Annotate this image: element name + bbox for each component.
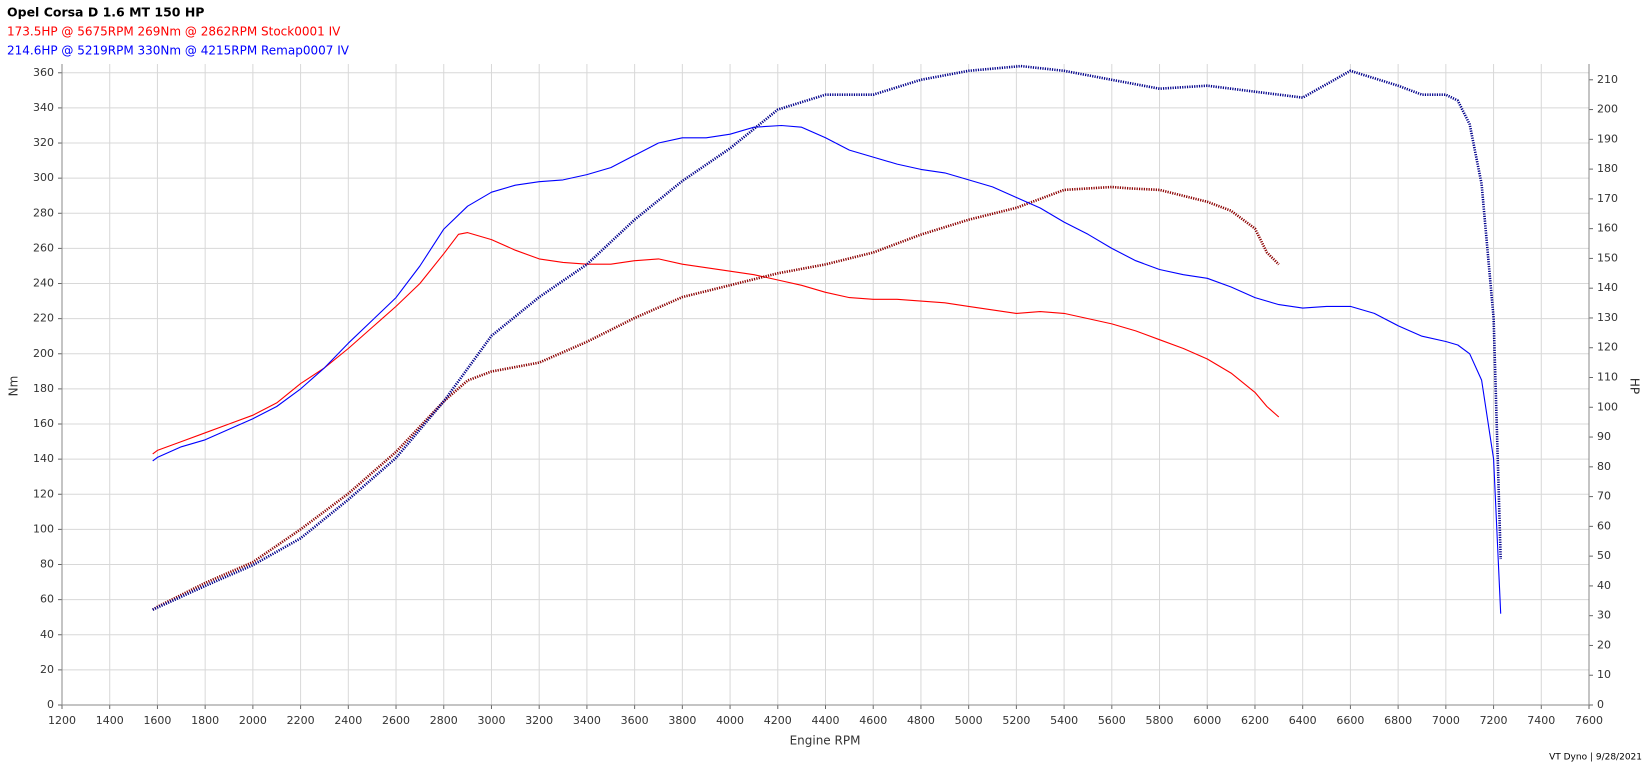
y-tick-label: 180 — [33, 382, 54, 395]
y-tick-label: 20 — [40, 663, 54, 676]
y-tick-label: 140 — [33, 452, 54, 465]
y-tick-label: 260 — [33, 241, 54, 254]
x-tick-label: 3200 — [525, 714, 553, 727]
x-tick-label: 5200 — [1002, 714, 1030, 727]
series-line — [152, 124, 1502, 614]
y2-tick-label: 20 — [1597, 638, 1611, 651]
y2-tick-label: 200 — [1597, 103, 1618, 116]
y-tick-label: 240 — [33, 277, 54, 290]
y2-tick-label: 90 — [1597, 430, 1611, 443]
y2-axis-label: HP — [1628, 378, 1642, 394]
x-tick-label: 6200 — [1241, 714, 1269, 727]
y-tick-label: 320 — [33, 136, 54, 149]
x-tick-label: 6400 — [1289, 714, 1317, 727]
y-tick-label: 280 — [33, 206, 54, 219]
x-tick-label: 6000 — [1193, 714, 1221, 727]
x-tick-label: 3800 — [668, 714, 696, 727]
y2-tick-label: 50 — [1597, 549, 1611, 562]
y2-tick-label: 60 — [1597, 519, 1611, 532]
y2-tick-label: 10 — [1597, 668, 1611, 681]
x-tick-label: 5400 — [1050, 714, 1078, 727]
y2-tick-label: 80 — [1597, 460, 1611, 473]
x-tick-label: 2600 — [382, 714, 410, 727]
y-tick-label: 80 — [40, 558, 54, 571]
subtitle-line: 173.5HP @ 5675RPM 269Nm @ 2862RPM Stock0… — [7, 25, 341, 39]
y2-tick-label: 70 — [1597, 490, 1611, 503]
y-tick-label: 60 — [40, 593, 54, 606]
x-tick-label: 7400 — [1527, 714, 1555, 727]
y-tick-label: 160 — [33, 417, 54, 430]
x-tick-label: 7000 — [1432, 714, 1460, 727]
y-tick-label: 0 — [47, 698, 54, 711]
y-tick-label: 340 — [33, 101, 54, 114]
y2-tick-label: 140 — [1597, 281, 1618, 294]
x-tick-label: 5800 — [1146, 714, 1174, 727]
y2-tick-label: 120 — [1597, 341, 1618, 354]
y2-tick-label: 100 — [1597, 400, 1618, 413]
x-tick-label: 1800 — [191, 714, 219, 727]
x-tick-label: 3400 — [573, 714, 601, 727]
y-tick-label: 120 — [33, 487, 54, 500]
y2-tick-label: 170 — [1597, 192, 1618, 205]
series-line — [152, 232, 1280, 455]
y-tick-label: 360 — [33, 66, 54, 79]
y-tick-label: 100 — [33, 522, 54, 535]
x-tick-label: 3600 — [621, 714, 649, 727]
y2-tick-label: 130 — [1597, 311, 1618, 324]
y2-tick-label: 210 — [1597, 73, 1618, 86]
x-tick-label: 7200 — [1480, 714, 1508, 727]
y2-tick-label: 180 — [1597, 162, 1618, 175]
x-tick-label: 3000 — [477, 714, 505, 727]
series-line — [152, 64, 1502, 611]
x-tick-label: 4600 — [859, 714, 887, 727]
x-tick-label: 5000 — [955, 714, 983, 727]
x-tick-label: 4400 — [812, 714, 840, 727]
y2-tick-label: 30 — [1597, 609, 1611, 622]
y-tick-label: 220 — [33, 312, 54, 325]
x-tick-label: 5600 — [1098, 714, 1126, 727]
x-tick-label: 1200 — [48, 714, 76, 727]
footer: VT Dyno | 9/28/2021 — [1549, 753, 1642, 763]
x-tick-label: 4800 — [907, 714, 935, 727]
y-tick-label: 40 — [40, 628, 54, 641]
subtitle-line: 214.6HP @ 5219RPM 330Nm @ 4215RPM Remap0… — [7, 44, 350, 58]
x-tick-label: 4000 — [716, 714, 744, 727]
y2-tick-label: 190 — [1597, 132, 1618, 145]
y2-tick-label: 40 — [1597, 579, 1611, 592]
y2-tick-label: 150 — [1597, 251, 1618, 264]
series-line — [152, 185, 1280, 611]
x-tick-label: 2800 — [430, 714, 458, 727]
x-tick-label: 1400 — [96, 714, 124, 727]
x-tick-label: 6800 — [1384, 714, 1412, 727]
y-axis-label: Nm — [7, 376, 21, 397]
y-tick-label: 200 — [33, 347, 54, 360]
y2-tick-label: 160 — [1597, 222, 1618, 235]
x-tick-label: 1600 — [143, 714, 171, 727]
x-tick-label: 4200 — [764, 714, 792, 727]
chart-title: Opel Corsa D 1.6 MT 150 HP — [7, 5, 204, 20]
x-axis-label: Engine RPM — [790, 734, 861, 748]
y2-tick-label: 110 — [1597, 371, 1618, 384]
x-tick-label: 2000 — [239, 714, 267, 727]
x-tick-label: 6600 — [1336, 714, 1364, 727]
x-tick-label: 2400 — [334, 714, 362, 727]
x-tick-label: 7600 — [1575, 714, 1603, 727]
x-tick-label: 2200 — [287, 714, 315, 727]
y2-tick-label: 0 — [1597, 698, 1604, 711]
y-tick-label: 300 — [33, 171, 54, 184]
